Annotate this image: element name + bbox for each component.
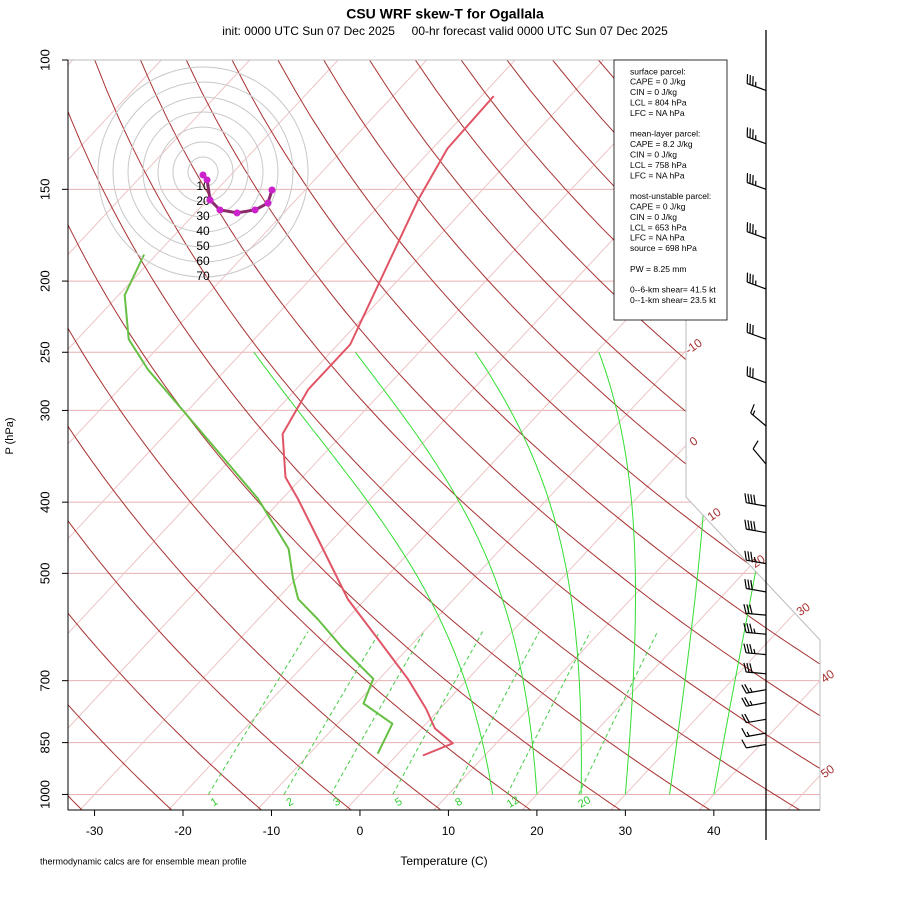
info-line: LCL = 653 hPa xyxy=(630,222,687,232)
info-line: surface parcel: xyxy=(630,66,686,76)
info-line: CIN = 0 J/kg xyxy=(630,212,677,222)
hodograph-ring-label: 50 xyxy=(196,239,210,253)
y-tick-label: 300 xyxy=(37,400,52,422)
info-line: most-unstable parcel: xyxy=(630,191,711,201)
info-line: LCL = 804 hPa xyxy=(630,97,687,107)
x-tick-label: 20 xyxy=(530,824,544,838)
info-line: PW = 8.25 mm xyxy=(630,264,686,274)
hodograph-ring-label: 40 xyxy=(196,224,210,238)
info-line: LFC = NA hPa xyxy=(630,108,685,118)
y-tick-label: 700 xyxy=(37,670,52,692)
x-tick-label: 0 xyxy=(357,824,364,838)
x-tick-label: -10 xyxy=(263,824,281,838)
info-line: CIN = 0 J/kg xyxy=(630,149,677,159)
x-tick-label: -30 xyxy=(86,824,104,838)
hodograph-point xyxy=(207,197,214,204)
hodograph-point xyxy=(216,206,223,213)
chart-title: CSU WRF skew-T for Ogallala xyxy=(346,6,544,22)
info-line: LCL = 758 hPa xyxy=(630,160,687,170)
info-line: LFC = NA hPa xyxy=(630,233,685,243)
y-tick-label: 250 xyxy=(37,341,52,363)
y-tick-label: 150 xyxy=(37,178,52,200)
info-line: CAPE = 8.2 J/kg xyxy=(630,139,693,149)
hodograph-point xyxy=(252,206,259,213)
y-tick-label: 850 xyxy=(37,732,52,754)
chart-subtitle: init: 0000 UTC Sun 07 Dec 2025 00-hr for… xyxy=(222,24,668,38)
hodograph-point xyxy=(204,176,211,183)
x-tick-label: -20 xyxy=(174,824,192,838)
y-tick-label: 1000 xyxy=(37,780,52,809)
y-tick-label: 100 xyxy=(37,49,52,71)
x-tick-label: 40 xyxy=(707,824,721,838)
info-line: source = 698 hPa xyxy=(630,243,697,253)
info-line: CIN = 0 J/kg xyxy=(630,87,677,97)
y-tick-label: 400 xyxy=(37,491,52,513)
info-line: CAPE = 0 J/kg xyxy=(630,77,686,87)
hodograph-point xyxy=(264,200,271,207)
x-tick-label: 10 xyxy=(442,824,456,838)
info-line: CAPE = 0 J/kg xyxy=(630,201,686,211)
info-line: 0--6-km shear= 41.5 kt xyxy=(630,285,716,295)
y-tick-label: 200 xyxy=(37,270,52,292)
hodograph-point xyxy=(234,209,241,216)
x-axis-label: Temperature (C) xyxy=(400,854,487,868)
info-line: mean-layer parcel: xyxy=(630,129,700,139)
hodograph-ring-label: 30 xyxy=(196,209,210,223)
hodograph-ring-label: 60 xyxy=(196,254,210,268)
footnote: thermodynamic calcs are for ensemble mea… xyxy=(40,856,247,866)
y-axis-label: P (hPa) xyxy=(4,417,16,454)
info-line: 0--1-km shear= 23.5 kt xyxy=(630,295,716,305)
y-tick-label: 500 xyxy=(37,562,52,584)
info-line: LFC = NA hPa xyxy=(630,170,685,180)
hodograph-point xyxy=(269,187,276,194)
x-tick-label: 30 xyxy=(619,824,633,838)
hodograph-ring-label: 70 xyxy=(196,269,210,283)
